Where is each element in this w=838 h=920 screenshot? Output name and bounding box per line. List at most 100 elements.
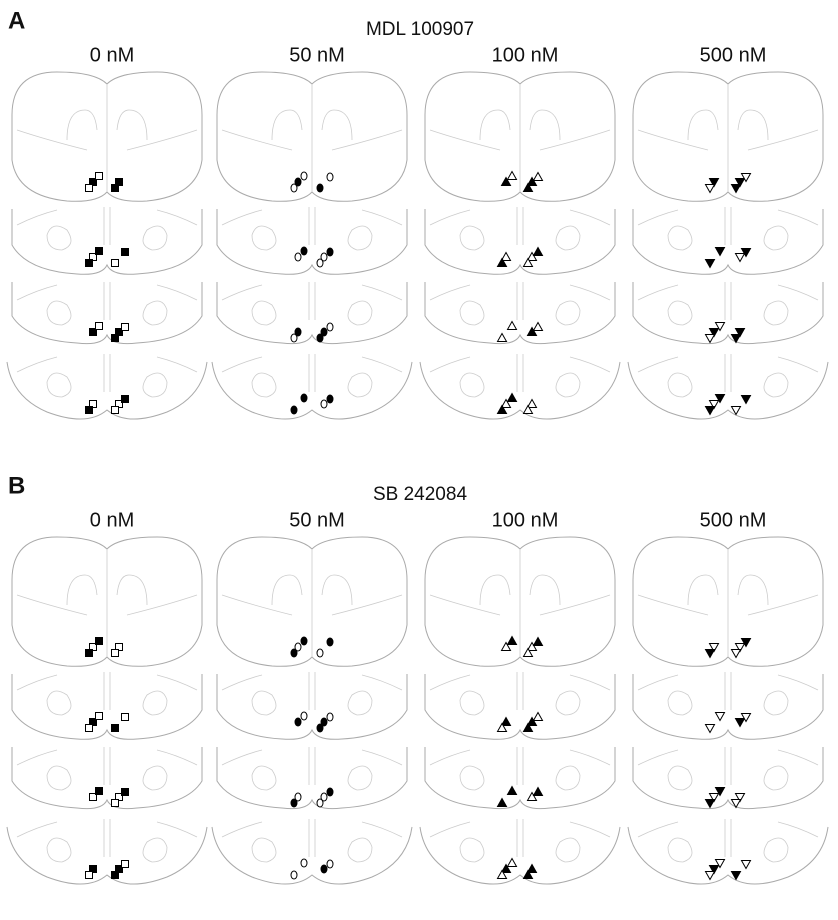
marker — [496, 257, 508, 267]
section-detail — [637, 549, 819, 657]
marker — [500, 863, 512, 873]
section-detail — [637, 282, 819, 326]
marker — [316, 183, 324, 193]
marker — [714, 394, 726, 404]
marker — [734, 793, 746, 803]
panel-title: SB 242084 — [373, 484, 467, 505]
section-detail — [637, 84, 819, 192]
section-outline — [424, 536, 616, 667]
section-detail — [637, 672, 819, 716]
section-outline — [6, 826, 208, 885]
marker — [734, 178, 746, 188]
marker — [300, 711, 308, 721]
marker — [704, 799, 716, 809]
marker — [290, 648, 298, 658]
marker — [326, 322, 334, 332]
marker — [704, 334, 716, 344]
marker — [89, 328, 97, 336]
section-detail — [429, 549, 611, 657]
section-outline — [216, 282, 408, 345]
section-detail — [221, 672, 403, 716]
marker — [734, 328, 746, 338]
marker — [708, 793, 720, 803]
marker — [85, 724, 93, 732]
brain-section — [11, 747, 203, 810]
brain-section — [632, 282, 824, 345]
marker — [506, 785, 518, 795]
brain-section — [211, 354, 413, 420]
marker — [294, 177, 302, 187]
panel-label: A — [8, 7, 25, 34]
section-detail — [16, 354, 198, 398]
marker — [121, 713, 129, 721]
marker — [526, 791, 538, 801]
section-detail — [221, 354, 403, 398]
marker — [740, 713, 752, 723]
brain-section — [11, 71, 203, 202]
marker — [730, 871, 742, 881]
brain-section — [216, 207, 408, 275]
marker — [522, 647, 534, 657]
marker — [111, 724, 119, 732]
section-outline — [11, 209, 203, 275]
marker — [320, 717, 328, 727]
brain-section — [11, 536, 203, 667]
marker — [522, 182, 534, 192]
marker — [506, 392, 518, 402]
brain-section — [211, 819, 413, 885]
section-outline — [11, 71, 203, 202]
marker — [290, 333, 298, 343]
marker — [708, 865, 720, 875]
marker — [734, 643, 746, 653]
marker — [326, 859, 334, 869]
brain-section — [216, 747, 408, 810]
marker — [708, 643, 720, 653]
marker — [526, 716, 538, 726]
section-detail — [221, 207, 403, 251]
marker — [290, 870, 298, 880]
marker — [708, 178, 720, 188]
brain-section — [6, 819, 208, 885]
marker — [730, 334, 742, 344]
brain-section — [627, 354, 829, 420]
marker — [526, 176, 538, 186]
section-detail — [221, 819, 403, 863]
section-outline — [6, 361, 208, 420]
marker — [740, 395, 752, 405]
brain-section — [419, 354, 621, 420]
marker — [326, 394, 334, 404]
marker — [506, 635, 518, 645]
marker — [506, 170, 518, 180]
marker — [704, 871, 716, 881]
marker — [496, 797, 508, 807]
section-outline — [424, 747, 616, 810]
section-detail — [429, 354, 611, 398]
section-outline — [216, 747, 408, 810]
section-detail — [16, 282, 198, 326]
marker — [734, 718, 746, 728]
section-detail — [221, 549, 403, 657]
marker — [294, 252, 302, 262]
marker — [111, 259, 119, 267]
marker — [704, 406, 716, 416]
section-detail — [429, 282, 611, 326]
section-outline — [632, 747, 824, 810]
marker — [111, 799, 119, 807]
brain-section — [632, 747, 824, 810]
marker — [704, 184, 716, 194]
brain-section — [6, 354, 208, 420]
section-detail — [637, 819, 819, 863]
brain-section — [216, 282, 408, 345]
marker — [95, 172, 103, 180]
section-detail — [16, 672, 198, 716]
marker — [300, 246, 308, 256]
section-outline — [11, 674, 203, 740]
marker — [526, 326, 538, 336]
marker — [526, 251, 538, 261]
marker — [532, 246, 544, 256]
marker — [740, 860, 752, 870]
brain-section — [11, 672, 203, 740]
marker — [532, 711, 544, 721]
section-detail — [429, 747, 611, 791]
